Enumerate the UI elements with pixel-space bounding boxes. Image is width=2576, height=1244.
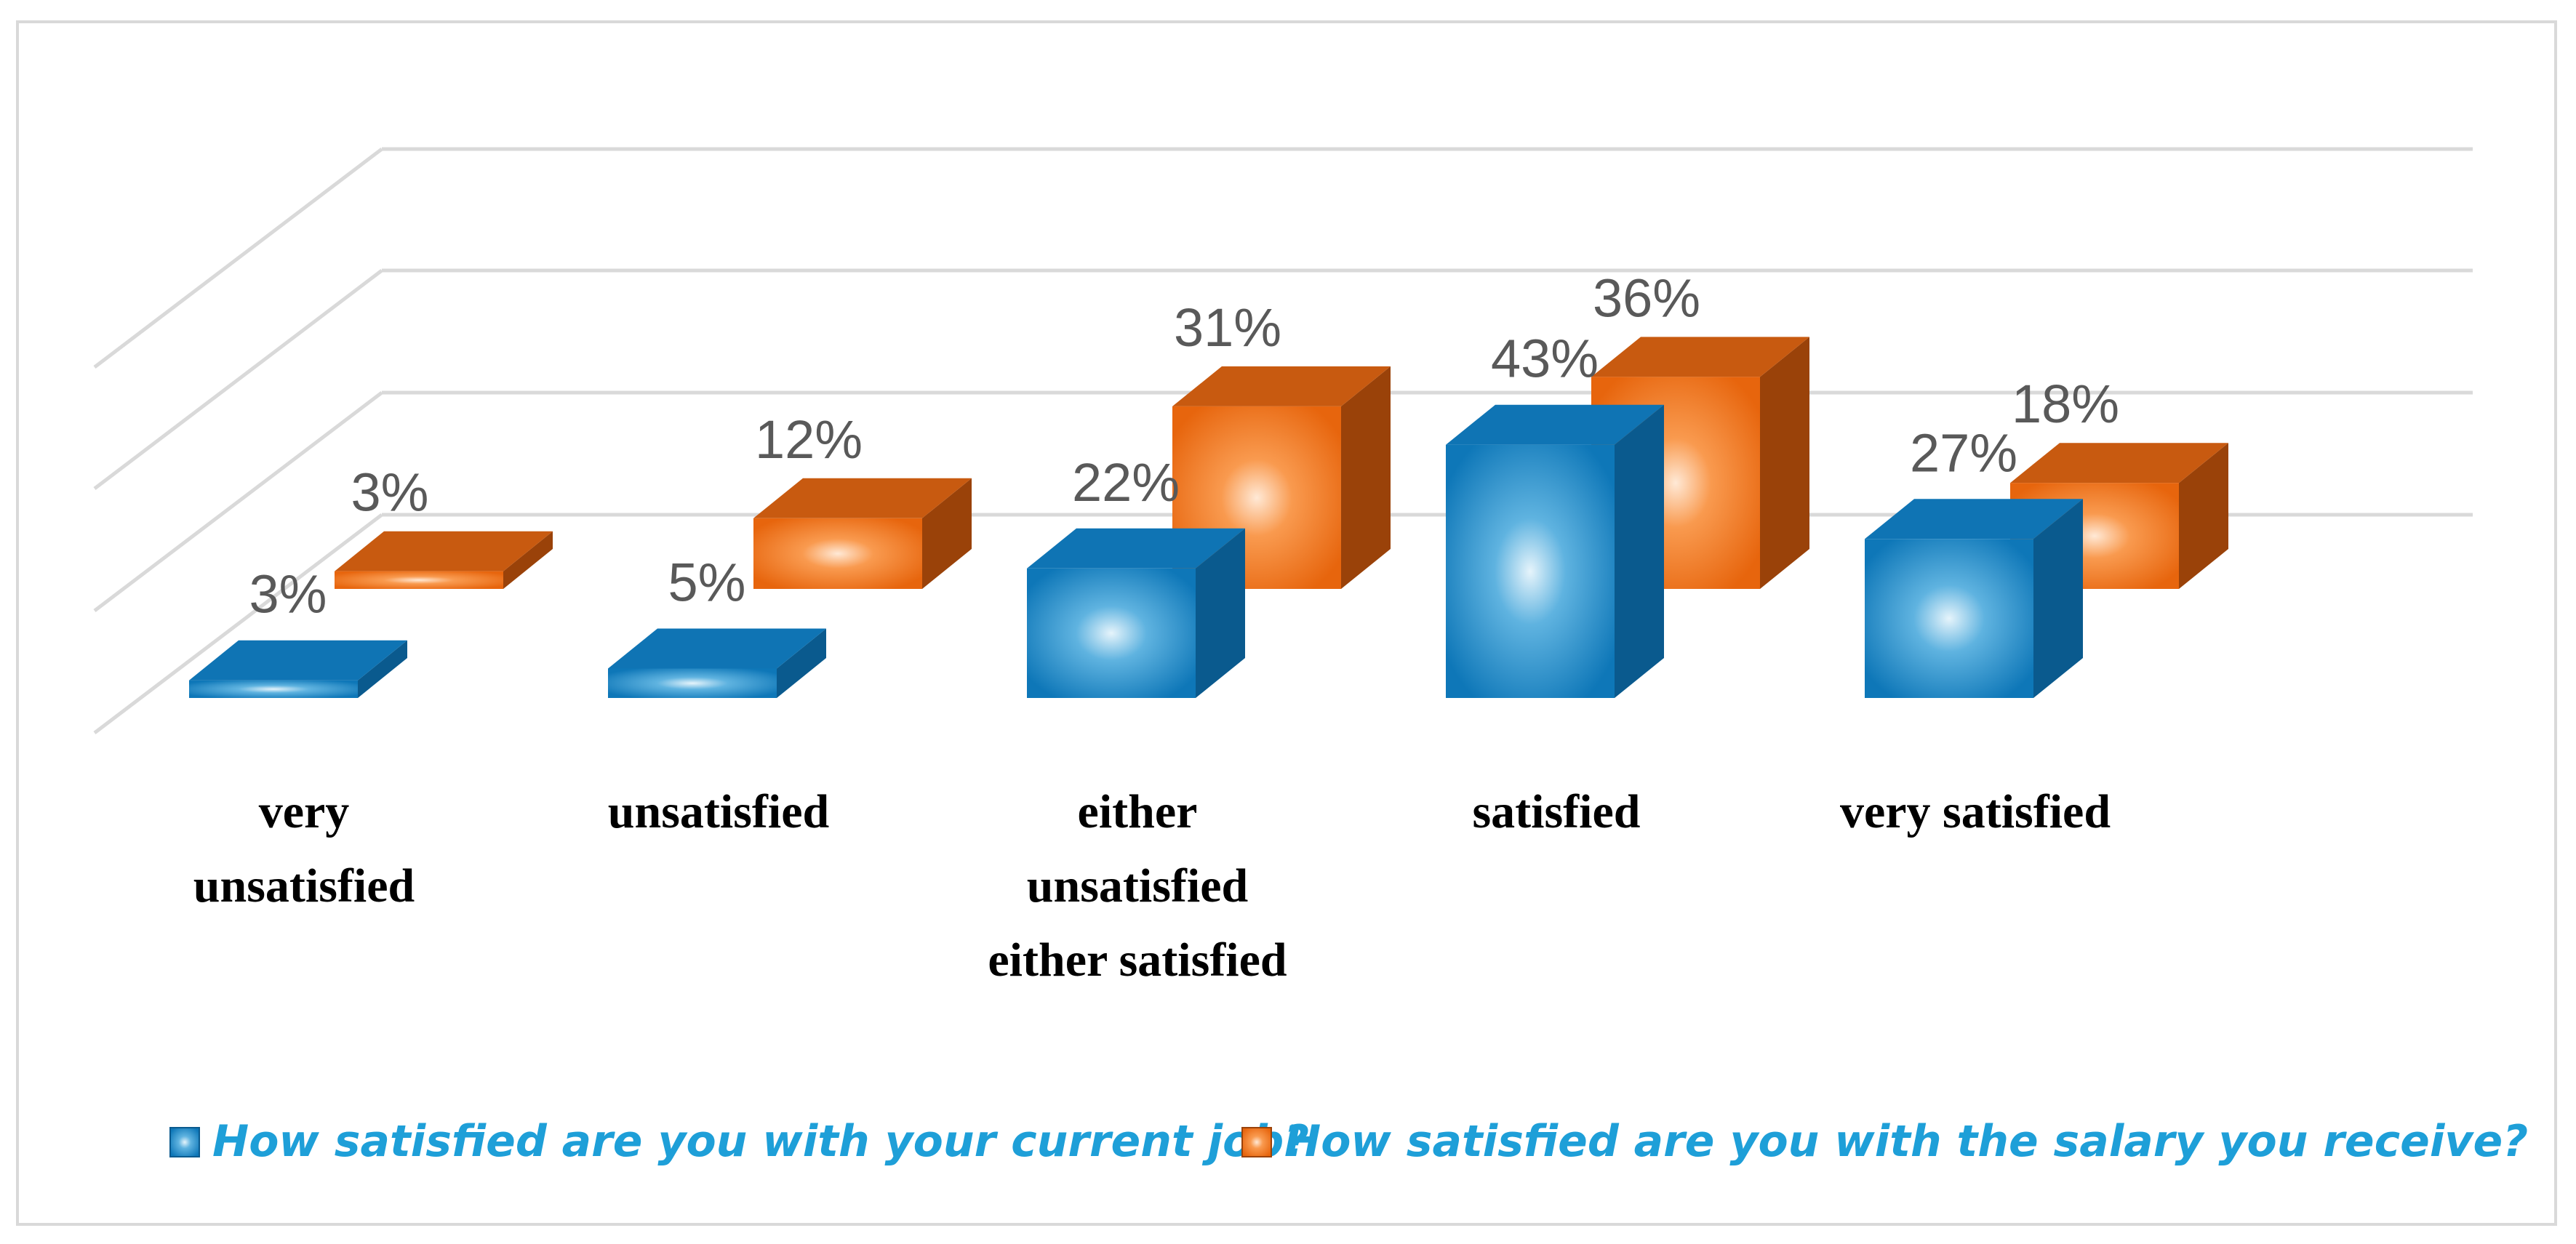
- gridline-diagonal: [93, 148, 383, 369]
- bar-front: [753, 518, 922, 589]
- bar-top: [608, 628, 826, 669]
- bar-top: [1591, 337, 1809, 377]
- bar-side: [503, 531, 553, 589]
- bar-top: [1027, 528, 1245, 569]
- value-label-salary-3: 36%: [1593, 268, 1700, 328]
- bar-top: [1172, 366, 1391, 406]
- category-label-3: satisfied: [1473, 785, 1641, 838]
- bar-current-job-3: [1446, 404, 1664, 698]
- gridline-diagonal: [93, 513, 383, 734]
- bar-current-job-4: [1865, 499, 2083, 698]
- bar-front: [1027, 568, 1196, 698]
- legend-label-salary: How satisfied are you with the salary yo…: [1284, 1116, 2528, 1167]
- bar-top: [753, 478, 972, 518]
- value-label-current-job-2: 22%: [1072, 452, 1180, 513]
- bar-front: [189, 680, 358, 698]
- bar-salary-2: [1172, 366, 1391, 589]
- category-label-4: very satisfied: [1840, 785, 2111, 838]
- value-label-current-job-1: 5%: [668, 553, 746, 613]
- bar-salary-1: [753, 478, 972, 589]
- bar-top: [1446, 404, 1664, 445]
- bar-side: [1196, 528, 1245, 698]
- legend-swatch-salary: [1241, 1127, 1272, 1157]
- bar-side: [922, 478, 972, 589]
- bar-current-job-2: [1027, 528, 1245, 698]
- value-label-salary-0: 3%: [351, 462, 429, 523]
- bar-top: [335, 531, 553, 571]
- chart-frame: [16, 20, 2557, 1226]
- bars: [189, 337, 2228, 698]
- category-label-2: either unsatisfied either satisfied: [988, 785, 1287, 987]
- value-label-current-job-0: 3%: [249, 564, 327, 625]
- bar-side: [1615, 404, 1664, 698]
- bar-front: [335, 571, 503, 589]
- bar-salary-0: [335, 531, 553, 589]
- bar-front: [1446, 444, 1615, 698]
- value-label-current-job-3: 43%: [1491, 329, 1599, 389]
- bar-current-job-0: [189, 640, 407, 698]
- bar-top: [1865, 499, 2083, 539]
- bar-current-job-1: [608, 628, 826, 698]
- bar-side: [358, 640, 407, 698]
- legend-label-current-job: How satisfied are you with your current …: [212, 1116, 1309, 1167]
- value-labels: 3% 12% 31% 36% 18% 3% 5% 22% 43% 27%: [249, 268, 2120, 624]
- category-label-0: very unsatisfied: [193, 785, 415, 912]
- bar-side: [1341, 366, 1391, 589]
- value-label-current-job-4: 27%: [1910, 422, 2017, 483]
- value-label-salary-4: 18%: [2012, 374, 2119, 434]
- legend-swatch-current-job: [169, 1127, 200, 1157]
- bar-side: [777, 628, 826, 698]
- bar-front: [608, 668, 777, 698]
- bar-top: [2010, 443, 2228, 483]
- category-label-1: unsatisfied: [608, 785, 829, 838]
- bar-side: [1760, 337, 1809, 589]
- gridline-diagonal: [93, 391, 383, 612]
- bar-side: [2033, 499, 2083, 698]
- bar-front: [1865, 539, 2033, 698]
- bar-side: [2179, 443, 2228, 589]
- bar-top: [189, 640, 407, 681]
- legend: How satisfied are you with your current …: [169, 1116, 2528, 1167]
- category-labels: very unsatisfied unsatisfied either unsatisf…: [193, 785, 2111, 987]
- value-label-salary-1: 12%: [755, 409, 863, 470]
- gridline-diagonal: [93, 269, 383, 490]
- value-label-salary-2: 31%: [1174, 297, 1281, 358]
